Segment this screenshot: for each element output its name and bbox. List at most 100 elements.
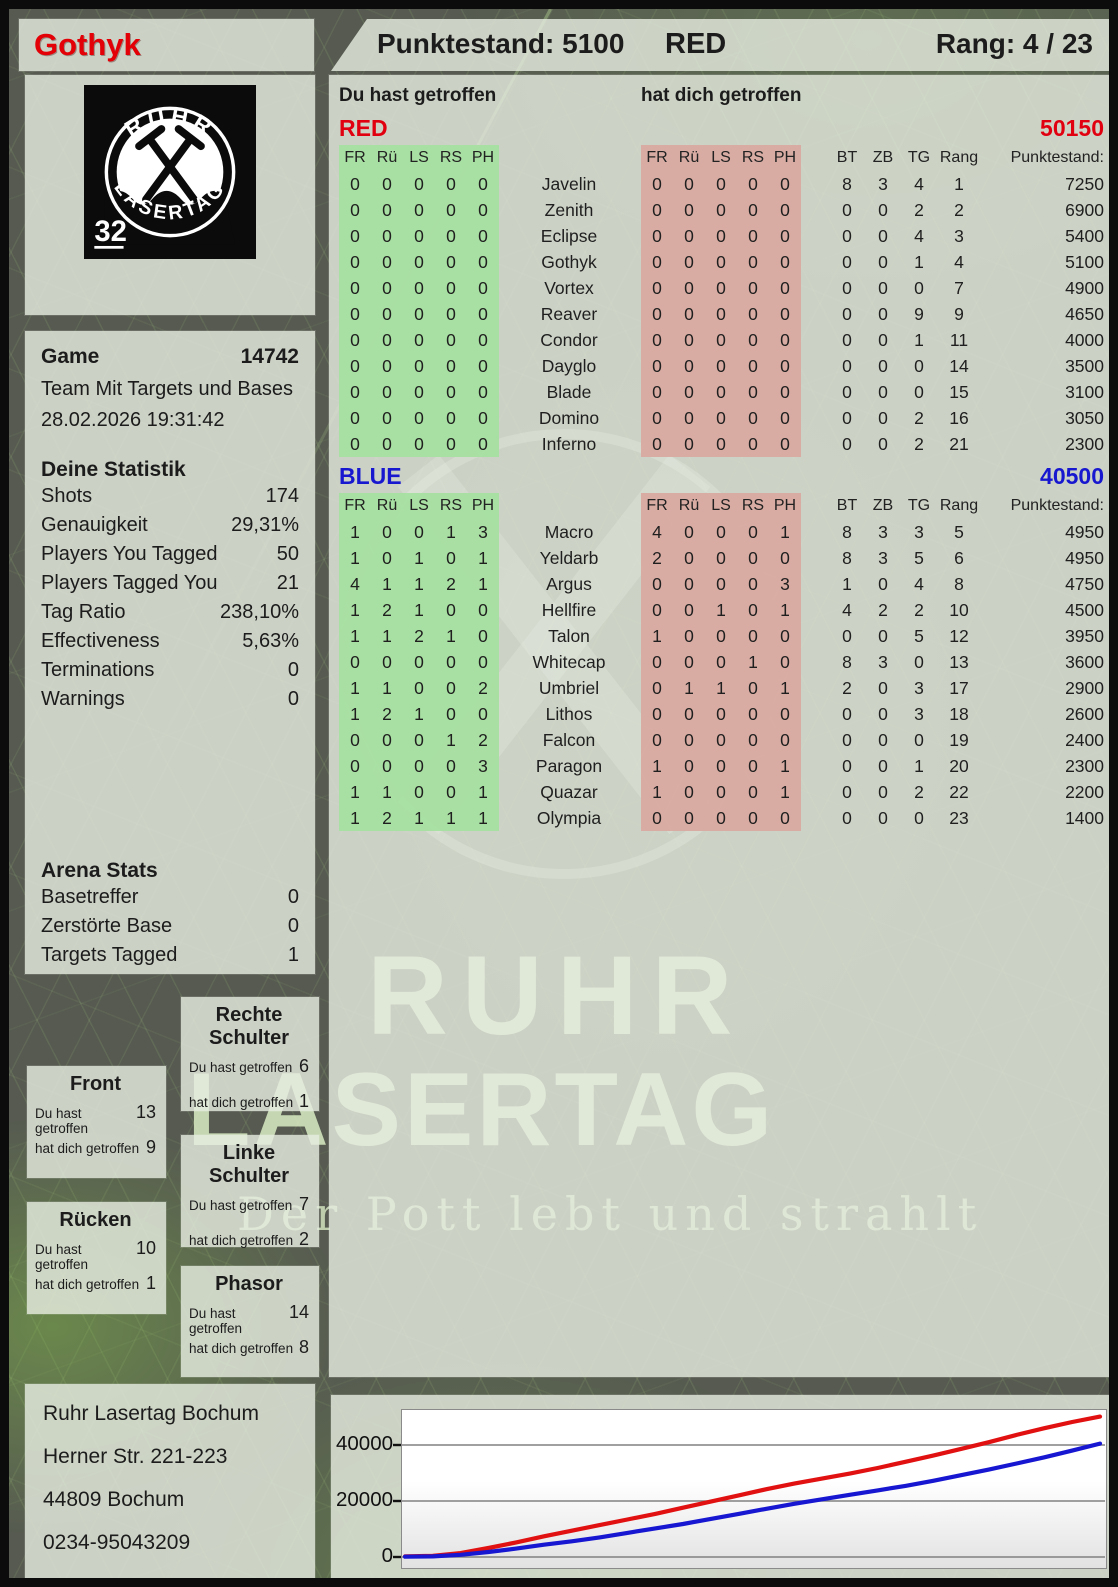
col-header-extra: Rang: [939, 497, 979, 514]
hit-cell: 0: [382, 303, 392, 324]
player-cell: Gothyk: [541, 251, 597, 272]
stat-row: Genauigkeit 29,31%: [41, 514, 299, 543]
got-cell: 0: [716, 781, 726, 802]
hit-cell: 4: [350, 573, 360, 594]
hit-cell: 0: [478, 703, 488, 724]
ruhr-lasertag-logo: RUHR LASERTAG 32: [84, 85, 256, 259]
stat-row: Players You Tagged 50: [41, 543, 299, 572]
zb-cell: 0: [878, 625, 888, 646]
hit-cell: 0: [414, 173, 424, 194]
tg-cell: 3: [914, 677, 924, 698]
hit-cell: 0: [446, 277, 456, 298]
got-cell: 1: [652, 625, 662, 646]
col-header-hit: FR: [344, 149, 366, 166]
score-cell: 1400: [1065, 807, 1104, 828]
hit-cell: 2: [478, 729, 488, 750]
hit-cell: 0: [350, 651, 360, 672]
got-cell: 0: [684, 355, 694, 376]
player-row: 0 0 0 0 0 Domino 0 0 0 0 0 0 0 2 16 3050: [329, 405, 1109, 431]
hit-cell: 2: [446, 573, 456, 594]
got-cell: 0: [684, 225, 694, 246]
got-cell: 0: [748, 547, 758, 568]
series-red-line: [402, 1414, 1103, 1559]
got-cell: 0: [652, 251, 662, 272]
bt-cell: 0: [842, 729, 852, 750]
header-rank: Rang: 4 / 23: [935, 28, 1093, 59]
got-cell: 4: [652, 521, 662, 542]
got-cell: 0: [652, 807, 662, 828]
stat-row: Shots 174: [41, 485, 299, 514]
zb-cell: 0: [878, 277, 888, 298]
stats-rows: Shots 174 Genauigkeit 29,31% Players You Tag…: [41, 485, 299, 717]
player-row: 1 2 1 1 1 Olympia 0 0 0 0 0 0 0 0 23 1400: [329, 805, 1109, 831]
zone-got-value: 1: [298, 1091, 309, 1111]
player-row: 1 1 0 0 1 Quazar 1 0 0 0 1 0 0 2 22 2200: [329, 779, 1109, 805]
zone-hit-row: Du hast getroffen 13: [35, 1102, 156, 1136]
hit-cell: 0: [382, 173, 392, 194]
tg-cell: 9: [914, 303, 924, 324]
zone-hit-label: Du hast getroffen: [189, 1306, 243, 1336]
zb-cell: 0: [878, 407, 888, 428]
hit-cell: 0: [350, 729, 360, 750]
player-row: 0 0 0 0 0 Inferno 0 0 0 0 0 0 0 2 21 2300: [329, 431, 1109, 457]
zb-cell: 3: [878, 547, 888, 568]
hit-cell: 2: [382, 599, 392, 620]
hit-cell: 1: [446, 807, 456, 828]
series-blue-line: [402, 1441, 1103, 1559]
score-cell: 3100: [1065, 381, 1104, 402]
got-cell: 0: [652, 329, 662, 350]
rang-cell: 17: [949, 677, 969, 698]
col-header-hit: FR: [344, 497, 366, 514]
stat-row-value: 29,31%: [231, 514, 299, 536]
zb-cell: 0: [878, 303, 888, 324]
got-cell: 1: [780, 781, 790, 802]
arena-row: Zerstörte Base 0: [41, 915, 299, 944]
zone-title: Rücken: [59, 1209, 132, 1231]
hit-columns-highlight: [339, 493, 499, 831]
got-cell: 0: [748, 277, 758, 298]
zone-hit-label: Du hast getroffen: [189, 1198, 293, 1213]
col-header-hit: Rü: [376, 497, 398, 514]
bt-cell: 2: [842, 677, 852, 698]
bt-cell: 0: [842, 225, 852, 246]
bt-cell: 8: [842, 521, 852, 542]
stat-row-label: Tag Ratio: [41, 601, 126, 623]
address-line: Ruhr Lasertag Bochum: [43, 1402, 259, 1425]
player-cell: Whitecap: [532, 651, 606, 672]
hit-cell: 0: [446, 651, 456, 672]
hit-cell: 0: [478, 407, 488, 428]
got-cell: 1: [716, 599, 726, 620]
bt-cell: 0: [842, 199, 852, 220]
hit-cell: 1: [350, 625, 360, 646]
got-cell: 0: [716, 729, 726, 750]
tg-cell: 1: [914, 755, 924, 776]
bt-cell: 8: [842, 651, 852, 672]
bt-cell: 0: [842, 251, 852, 272]
col-header-punktestand: Punktestand:: [1010, 497, 1104, 514]
hit-cell: 1: [350, 807, 360, 828]
player-row: 0 0 0 0 0 Reaver 0 0 0 0 0 0 0 9 9 4650: [329, 301, 1109, 327]
col-header-extra: ZB: [872, 497, 894, 514]
rang-cell: 15: [949, 381, 969, 402]
hit-cell: 0: [350, 225, 360, 246]
hit-cell: 0: [350, 381, 360, 402]
hit-cell: 0: [382, 651, 392, 672]
bt-cell: 0: [842, 303, 852, 324]
player-cell: Macro: [544, 521, 594, 542]
player-row: 0 0 0 0 0 Vortex 0 0 0 0 0 0 0 0 7 4900: [329, 275, 1109, 301]
got-cell: 0: [716, 381, 726, 402]
got-cell: 0: [748, 729, 758, 750]
got-cell: 0: [748, 303, 758, 324]
col-header-got: FR: [646, 497, 668, 514]
score-cell: 6900: [1065, 199, 1104, 220]
score-cell: 3950: [1065, 625, 1104, 646]
hit-cell: 0: [414, 225, 424, 246]
player-row: 0 0 0 0 0 Eclipse 0 0 0 0 0 0 0 4 3 5400: [329, 223, 1109, 249]
hit-cell: 1: [350, 547, 360, 568]
hit-cell: 1: [414, 547, 424, 568]
hit-cell: 0: [382, 433, 392, 454]
got-cell: 0: [780, 173, 790, 194]
got-cell: 0: [748, 407, 758, 428]
got-cell: 0: [684, 303, 694, 324]
